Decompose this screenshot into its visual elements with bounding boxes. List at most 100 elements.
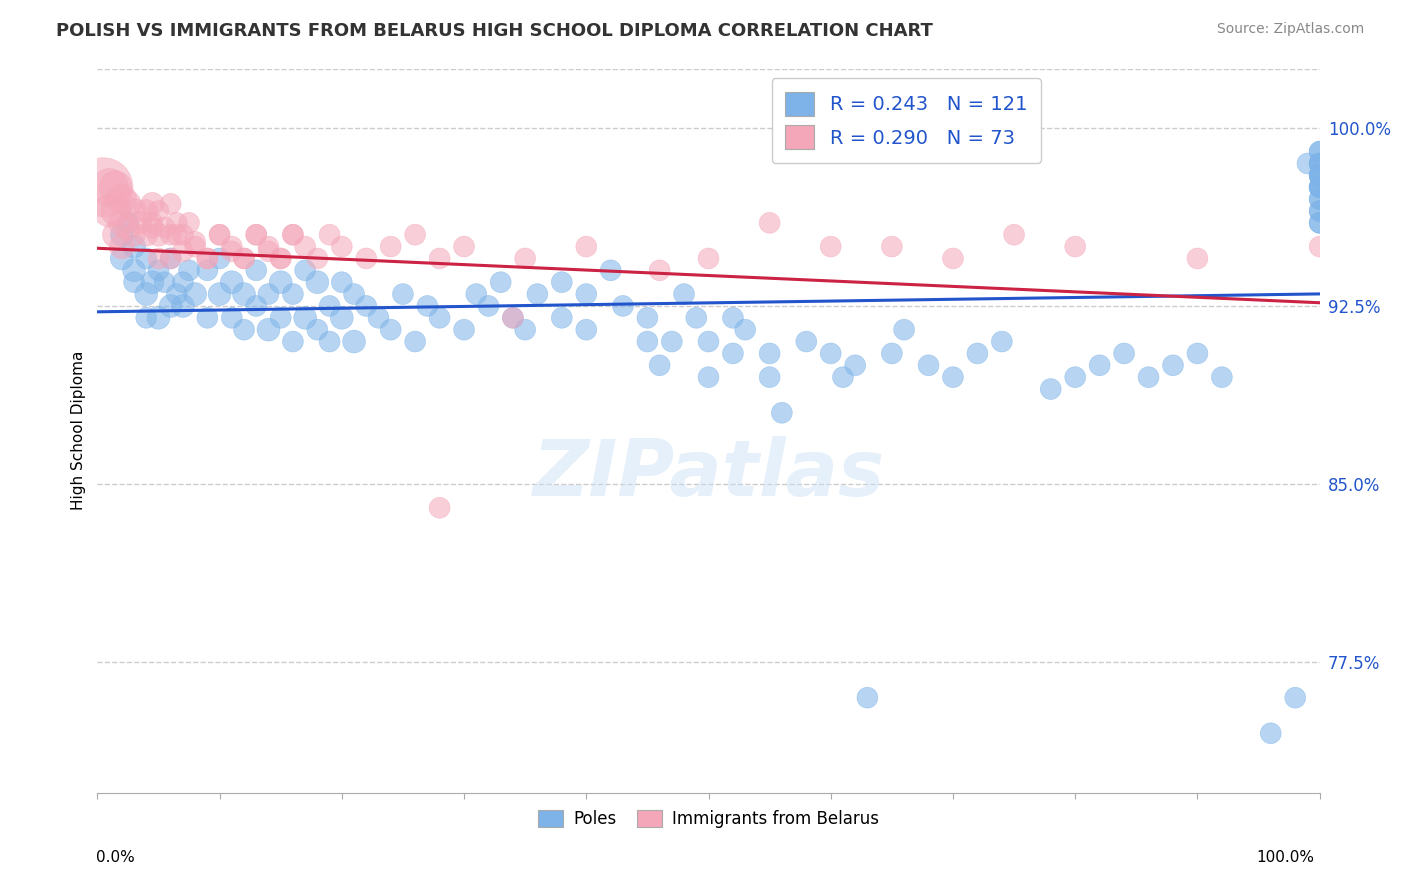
Point <box>221 310 243 325</box>
Point <box>636 334 658 349</box>
Point <box>416 299 439 313</box>
Point <box>880 346 903 360</box>
Point <box>1309 180 1331 194</box>
Point <box>166 216 188 230</box>
Point <box>195 310 218 325</box>
Point <box>184 239 207 253</box>
Point <box>794 334 817 349</box>
Point <box>172 299 194 313</box>
Point <box>307 275 329 289</box>
Text: ZIPatlas: ZIPatlas <box>533 436 884 512</box>
Point <box>820 239 842 253</box>
Point <box>98 204 121 219</box>
Point <box>1260 726 1282 740</box>
Point <box>122 275 145 289</box>
Point <box>221 239 243 253</box>
Point <box>257 287 280 301</box>
Point <box>111 192 134 206</box>
Point <box>281 287 304 301</box>
Point <box>318 299 340 313</box>
Point <box>770 406 793 420</box>
Point <box>1309 204 1331 219</box>
Point <box>122 204 145 219</box>
Point <box>172 227 194 242</box>
Point <box>104 204 127 219</box>
Point <box>343 287 366 301</box>
Text: 0.0%: 0.0% <box>96 850 135 865</box>
Point <box>758 216 780 230</box>
Point <box>612 299 634 313</box>
Point <box>1309 145 1331 159</box>
Point <box>104 227 127 242</box>
Text: POLISH VS IMMIGRANTS FROM BELARUS HIGH SCHOOL DIPLOMA CORRELATION CHART: POLISH VS IMMIGRANTS FROM BELARUS HIGH S… <box>56 22 934 40</box>
Point <box>661 334 683 349</box>
Point <box>195 263 218 277</box>
Point <box>141 220 163 235</box>
Point <box>148 227 170 242</box>
Point <box>1309 216 1331 230</box>
Point <box>330 310 353 325</box>
Point <box>832 370 855 384</box>
Point <box>294 239 316 253</box>
Point <box>551 310 574 325</box>
Point <box>294 310 316 325</box>
Point <box>159 252 181 266</box>
Point <box>1309 156 1331 170</box>
Point <box>697 334 720 349</box>
Point <box>141 197 163 211</box>
Point <box>233 287 256 301</box>
Point <box>575 287 598 301</box>
Point <box>184 235 207 249</box>
Point <box>117 216 139 230</box>
Point <box>515 323 537 337</box>
Point <box>221 275 243 289</box>
Point <box>1309 192 1331 206</box>
Point <box>122 227 145 242</box>
Point <box>159 252 181 266</box>
Point <box>734 323 756 337</box>
Text: Source: ZipAtlas.com: Source: ZipAtlas.com <box>1216 22 1364 37</box>
Point <box>233 323 256 337</box>
Point <box>1309 169 1331 183</box>
Point <box>245 227 267 242</box>
Point <box>1211 370 1233 384</box>
Point <box>111 216 134 230</box>
Point <box>404 334 426 349</box>
Point <box>697 252 720 266</box>
Point <box>1112 346 1135 360</box>
Point <box>758 370 780 384</box>
Point <box>159 197 181 211</box>
Point <box>893 323 915 337</box>
Point <box>429 310 451 325</box>
Point <box>1187 346 1209 360</box>
Point <box>966 346 988 360</box>
Point <box>1064 370 1087 384</box>
Point <box>330 275 353 289</box>
Point <box>93 180 115 194</box>
Point <box>1137 370 1160 384</box>
Point <box>820 346 842 360</box>
Point <box>354 299 377 313</box>
Point <box>917 359 939 373</box>
Point <box>942 370 965 384</box>
Point <box>575 239 598 253</box>
Point <box>489 275 512 289</box>
Point <box>245 227 267 242</box>
Point <box>135 204 157 219</box>
Point <box>281 334 304 349</box>
Point <box>270 275 292 289</box>
Point <box>159 299 181 313</box>
Y-axis label: High School Diploma: High School Diploma <box>72 351 86 510</box>
Point <box>245 299 267 313</box>
Point <box>1161 359 1184 373</box>
Point <box>98 180 121 194</box>
Point <box>404 227 426 242</box>
Point <box>177 216 200 230</box>
Point <box>135 227 157 242</box>
Point <box>1309 169 1331 183</box>
Point <box>195 252 218 266</box>
Point <box>257 244 280 259</box>
Point <box>1309 204 1331 219</box>
Point <box>172 275 194 289</box>
Point <box>1309 169 1331 183</box>
